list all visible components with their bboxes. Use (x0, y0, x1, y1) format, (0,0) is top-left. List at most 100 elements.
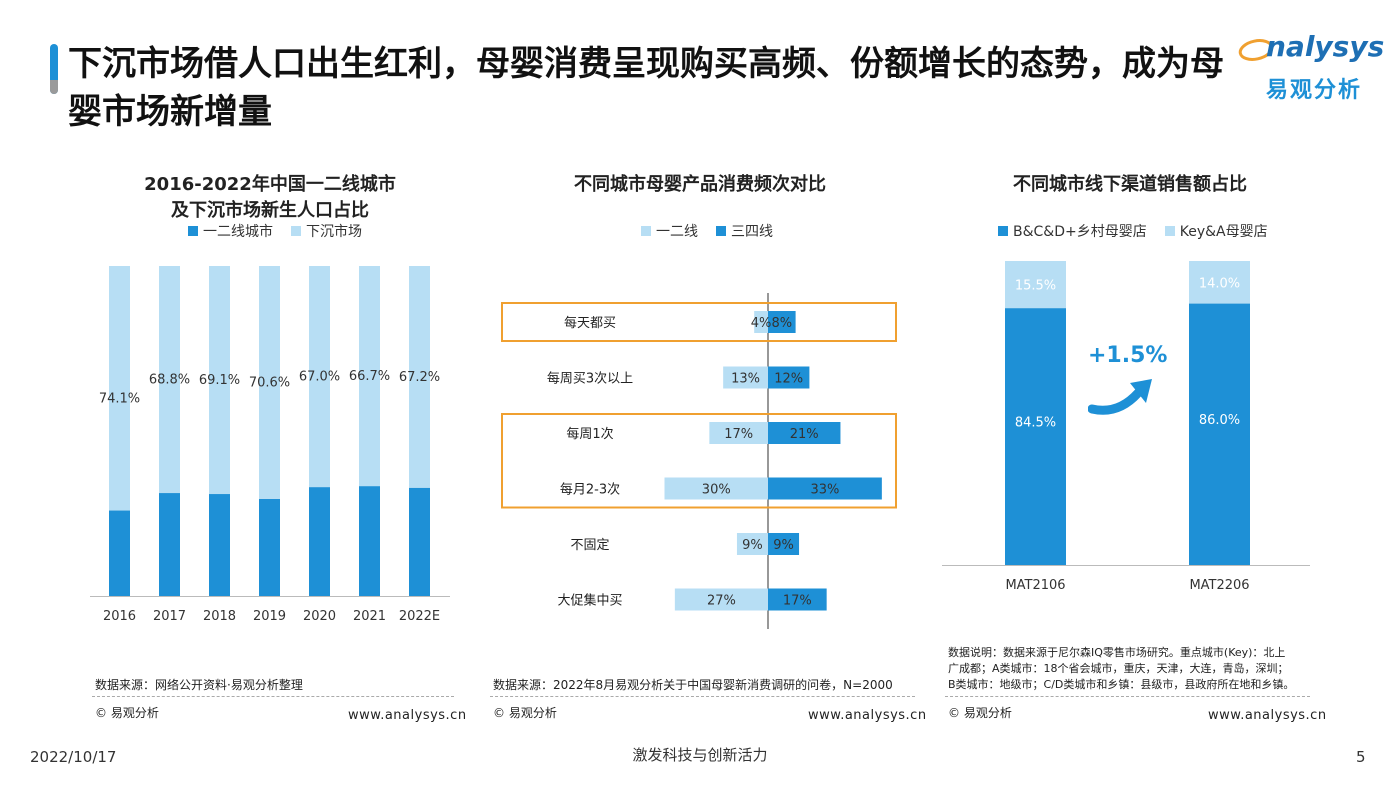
right-divider (945, 696, 1310, 697)
data-label: 15.5% (1015, 279, 1056, 294)
bar-segment-tier12 (409, 487, 430, 596)
middle-divider (490, 696, 915, 697)
data-label: 9% (773, 538, 794, 553)
bar-segment-lower-tier (259, 266, 280, 499)
legend-label: B&C&D+乡村母婴店 (1013, 224, 1147, 240)
bar-segment-lower-tier (209, 266, 230, 495)
data-label: 84.5% (1015, 415, 1056, 430)
bar-segment-tier12 (359, 486, 380, 596)
legend-swatch-dark (188, 226, 198, 236)
bar-tier12 (754, 311, 768, 333)
legend-label: 一二线 (656, 224, 698, 240)
legend-label: Key&A母婴店 (1179, 224, 1268, 240)
middle-chart-title: 不同城市母婴产品消费频次对比 (574, 174, 826, 195)
data-label: 8% (771, 316, 792, 331)
bar-segment-keya (1189, 261, 1250, 304)
data-label: 33% (810, 483, 839, 498)
legend-item-tier12: 一二线 (641, 221, 698, 241)
left-website: www.analysys.cn (348, 708, 467, 723)
bar-tier34 (768, 477, 882, 500)
legend-swatch-dark (716, 226, 726, 236)
growth-arrow-icon (1087, 375, 1158, 424)
data-label: 70.6% (249, 375, 290, 390)
left-chart-legend: 一二线城市 下沉市场 (188, 221, 362, 241)
middle-chart-legend: 一二线 三四线 (641, 221, 773, 241)
footer-slogan: 激发科技与创新活力 (632, 746, 768, 764)
x-tick-label: 2021 (353, 609, 386, 624)
bar-tier12 (664, 477, 768, 500)
x-tick-label: 2022E (399, 609, 440, 624)
bar-segment-tier12 (159, 493, 180, 596)
bar-segment-keya (1005, 261, 1066, 309)
category-label: 每周买3次以上 (547, 371, 633, 387)
data-label: 74.1% (99, 391, 140, 406)
left-stacked-bar-chart: 74.1% 2016 68.8% 2017 69.1% 2018 70.6% 2019 67.0… (90, 266, 450, 624)
right-chart-title: 不同城市线下渠道销售额占比 (1013, 174, 1247, 195)
data-label: 67.2% (399, 370, 440, 385)
bar-segment-lower-tier (359, 266, 380, 487)
category-label: 每月2-3次 (560, 482, 620, 498)
legend-label: 一二线城市 (203, 224, 273, 240)
data-label: 69.1% (199, 373, 240, 388)
legend-label: 三四线 (731, 224, 773, 240)
bar-tier34 (768, 588, 827, 611)
bar-segment-lower-tier (109, 266, 130, 511)
logo-text-en: nalysys (1266, 30, 1385, 63)
legend-item-tier34: 三四线 (716, 221, 773, 241)
highlight-box (501, 413, 897, 509)
legend-swatch-dark (998, 226, 1008, 236)
middle-diverging-bar-chart: 4% 8% 每天都买 13% 12% 每周买3次以上 17% 21% 每周1次 30% 33% 每月2… (501, 293, 897, 629)
growth-label: +1.5% (1088, 343, 1168, 368)
bar-tier12 (723, 366, 768, 389)
bar-segment-lower-tier (159, 266, 180, 494)
category-label: 每天都买 (564, 315, 616, 331)
middle-source: 数据来源：2022年8月易观分析关于中国母婴新消费调研的问卷，N=2000 (493, 678, 893, 692)
bar-segment-tier12 (109, 510, 130, 596)
legend-label: 下沉市场 (306, 224, 362, 240)
page-number: 5 (1356, 748, 1366, 766)
bar-tier12 (736, 533, 768, 555)
data-label: 9% (742, 538, 763, 553)
data-label: 17% (783, 594, 812, 609)
right-note-line: 数据说明：数据来源于尼尔森IQ零售市场研究。重点城市(Key)：北上 (948, 646, 1286, 659)
category-label: 不固定 (570, 538, 609, 553)
right-chart-legend: B&C&D+乡村母婴店 Key&A母婴店 (998, 221, 1268, 241)
middle-copyright: © 易观分析 (493, 706, 557, 720)
data-label: 12% (774, 372, 803, 387)
bar-tier12 (709, 422, 768, 444)
logo-swoosh-icon (1236, 34, 1276, 68)
legend-item-keya: Key&A母婴店 (1164, 221, 1268, 241)
left-copyright: © 易观分析 (95, 706, 159, 720)
bar-tier34 (768, 422, 841, 444)
x-tick-label: 2017 (153, 609, 186, 624)
x-tick-label: MAT2106 (1005, 578, 1065, 593)
bar-segment-tier12 (259, 498, 280, 596)
legend-swatch-light (291, 226, 301, 236)
bar-tier34 (768, 311, 796, 333)
left-chart-title: 2016-2022年中国一二线城市 及下沉市场新生人口占比 (90, 170, 450, 222)
left-divider (92, 696, 454, 697)
left-chart-title-line2: 及下沉市场新生人口占比 (171, 200, 369, 221)
x-tick-label: 2016 (103, 609, 136, 624)
analysys-logo: nalysys 易观分析 (1236, 30, 1386, 110)
title-accent-bar (50, 44, 58, 94)
bar-segment-lower-tier (309, 266, 330, 488)
highlight-box (501, 302, 897, 342)
bar-segment-bcd (1189, 303, 1250, 565)
title-accent-bar-tail (50, 80, 58, 94)
legend-item-bcd: B&C&D+乡村母婴店 (998, 221, 1147, 241)
data-label: 4% (751, 316, 772, 331)
bar-segment-bcd (1005, 308, 1066, 565)
legend-item-lower-tier: 下沉市场 (291, 221, 362, 241)
logo-text-cn: 易观分析 (1266, 78, 1363, 103)
bar-tier12 (674, 588, 768, 611)
category-label: 每周1次 (566, 426, 613, 442)
left-source: 数据来源：网络公开资料·易观分析整理 (95, 678, 303, 692)
data-label: 17% (724, 427, 753, 442)
bar-segment-tier12 (309, 487, 330, 596)
right-note-line: 广成都；A类城市：18个省会城市，重庆，天津，大连，青岛，深圳； (948, 662, 1289, 675)
category-label: 大促集中买 (557, 593, 622, 609)
right-copyright: © 易观分析 (948, 706, 1012, 720)
footer-date: 2022/10/17 (30, 748, 117, 766)
right-website: www.analysys.cn (1208, 708, 1327, 723)
